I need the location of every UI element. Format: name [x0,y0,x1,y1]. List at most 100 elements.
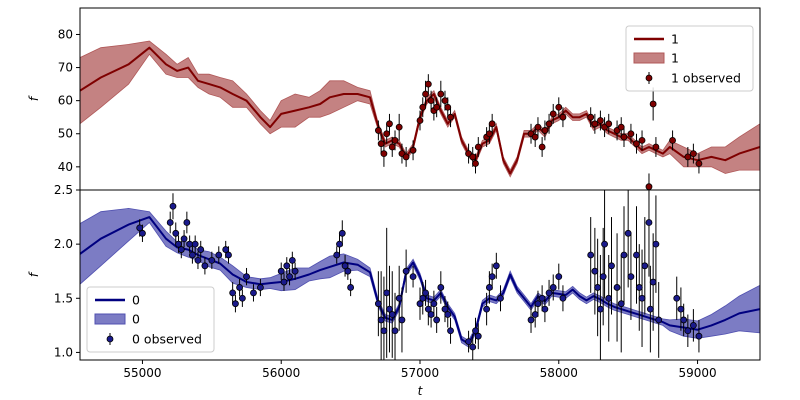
observed-point [333,251,341,259]
observed-point [591,267,599,275]
observed-point [422,289,429,297]
x-tick-label: 56000 [262,366,300,380]
observed-point [441,97,449,105]
observed-point [222,246,230,253]
top-panel: 40 50 60 70 80 f 1 1 1 observed [27,7,761,191]
legend-band-swatch [633,52,665,64]
observed-point [424,305,432,313]
observed-point [374,300,382,308]
observed-point [538,294,546,302]
observed-point [336,240,343,248]
observed-point [669,136,676,144]
observed-point [391,136,399,144]
observed-point [689,150,697,158]
observed-point [684,327,692,335]
x-axis-label: t [418,384,424,398]
observed-point [613,284,621,291]
observed-point [541,305,549,313]
observed-point [677,305,685,313]
observed-point [474,332,482,340]
y-axis-label: f [27,271,41,277]
observed-point [191,240,199,248]
observed-point [488,273,496,281]
observed-point [280,278,288,286]
observed-point [386,305,393,313]
observed-point [559,294,567,302]
observed-point [288,256,296,264]
observed-point [419,294,427,302]
observed-point [633,251,640,259]
y-axis-label: f [27,95,41,101]
observed-point [433,103,441,111]
observed-point [422,90,429,98]
plot-area [80,190,760,360]
observed-point [620,251,628,259]
observed-point [599,273,607,281]
observed-point [627,130,635,138]
observed-point [175,240,182,248]
legend-label: 0 [132,312,140,327]
observed-point [627,273,635,281]
observed-point [469,343,477,351]
y-tick-label: 40 [58,160,73,174]
observed-point [433,316,441,324]
legend-box [625,25,754,92]
observed-point [225,251,232,259]
observed-point [338,229,346,237]
y-tick-label: 80 [58,27,73,41]
y-tick-label: 2.5 [54,183,73,197]
legend-label: 1 observed [671,71,741,86]
bottom-panel: 1.0 1.5 2.0 2.5 f 55000 56000 57000 58000 59000 t 0… [27,183,761,398]
observed-point [257,284,264,291]
observed-point [641,262,649,270]
observed-point [695,160,703,167]
observed-point [531,311,539,318]
observed-point [291,267,299,275]
legend-box [86,286,215,353]
observed-point [638,136,646,144]
observed-point [427,311,435,318]
observed-point [485,284,493,291]
observed-point [388,143,396,151]
observed-point [534,123,542,131]
observed-point [424,80,432,88]
y-tick-label: 1.5 [54,291,73,305]
y-tick-label: 50 [58,127,73,141]
observed-point [591,120,599,128]
observed-point [395,123,403,131]
observed-point [645,219,653,226]
observed-point [395,294,403,302]
observed-point [169,202,177,210]
observed-point [238,294,246,302]
observed-point [680,316,688,324]
observed-point [541,127,549,134]
observed-point [559,113,567,121]
observed-point [344,267,352,275]
observed-point [277,267,285,275]
observed-point [250,289,257,297]
observed-point [391,327,399,335]
observed-point [183,219,191,226]
observed-point [444,103,452,111]
observed-point [545,289,553,297]
observed-point [472,327,479,335]
observed-point [186,240,194,248]
observed-point [474,143,482,151]
observed-point [620,133,628,141]
observed-point [649,278,657,286]
observed-point [624,229,632,237]
observed-point [594,284,602,291]
legend: 0 0 0 observed [86,286,215,353]
observed-point [649,100,657,108]
y-tick-label: 1.0 [54,345,73,359]
observed-point [549,110,557,118]
observed-point [472,160,479,167]
observed-point [139,229,146,237]
observed-point [409,146,417,154]
observed-point [638,294,646,302]
observed-point [633,140,640,148]
observed-point [377,140,385,148]
observed-point [587,113,595,121]
legend: 1 1 1 observed [625,25,754,92]
observed-point [232,300,239,308]
